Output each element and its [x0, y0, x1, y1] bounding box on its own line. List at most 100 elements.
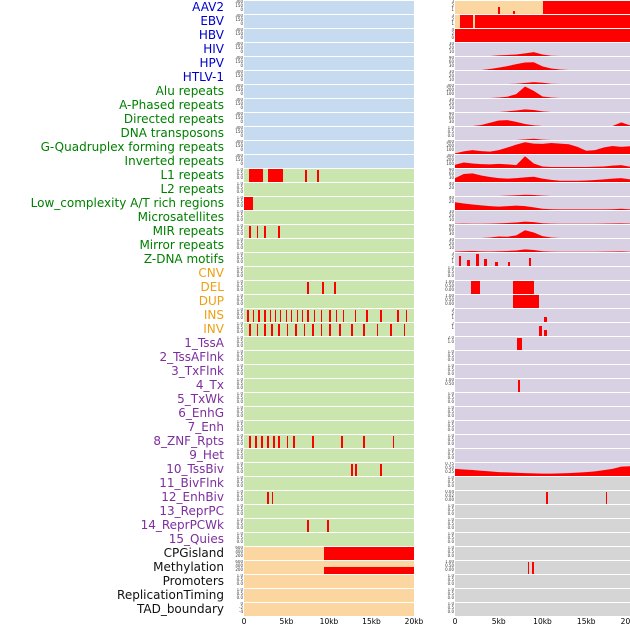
left-track-plot — [244, 70, 414, 84]
track-label: 7_Enh — [187, 420, 224, 434]
y-axis-tick-labels: 1.0 0.5 0.0 — [447, 546, 454, 559]
track-row: 5_TxWk 1.0 0.5 0.0 1.0 0.5 0.0 — [0, 392, 630, 406]
signal-bar — [475, 15, 630, 28]
right-track-plot — [455, 308, 630, 322]
right-track-plot — [455, 392, 630, 406]
signal-bar — [264, 225, 267, 238]
right-track-plot — [455, 490, 630, 504]
signal-bar — [296, 309, 299, 322]
y-axis-tick-labels: 1.0 0.5 0.0 — [236, 252, 243, 265]
signal-bar — [327, 519, 329, 532]
y-axis-tick-labels: 1.0 0.5 0.0 — [236, 322, 243, 335]
y-axis-tick-labels: 1.0 0.5 0.0 — [447, 504, 454, 517]
right-track-plot — [455, 14, 630, 28]
y-axis-tick-labels: 1.0 0.5 0.0 — [236, 350, 243, 363]
track-row: 10_TssBiv 1.0 0.5 0.0 0.75 0.50 0.25 — [0, 462, 630, 476]
signal-bar — [340, 435, 343, 448]
signal-bar — [267, 169, 284, 182]
track-label: A-Phased repeats — [119, 98, 224, 112]
signal-bar — [355, 463, 358, 476]
signal-bar — [405, 309, 408, 322]
track-label: DEL — [200, 280, 224, 294]
track-label: Promoters — [162, 574, 224, 588]
signal-bar — [392, 435, 395, 448]
left-track-plot — [244, 462, 414, 476]
track-label: Directed repeats — [123, 112, 224, 126]
signal-bar — [380, 463, 382, 476]
signal-bar — [605, 491, 608, 504]
track-label: AAV2 — [192, 0, 224, 14]
signal-bar — [269, 309, 272, 322]
signal-bar — [497, 7, 500, 14]
track-label: 1_TssA — [184, 336, 224, 350]
y-axis-tick-labels: 1.0 0.5 0.0 — [447, 406, 454, 419]
left-track-plot — [244, 336, 414, 350]
right-track-plot — [455, 532, 630, 546]
left-track-plot — [244, 392, 414, 406]
right-track-plot — [455, 98, 630, 112]
right-track-plot — [455, 140, 630, 154]
track-label: MIR repeats — [152, 224, 224, 238]
y-axis-tick-labels: 2 1 — [451, 322, 454, 331]
track-label: 5_TxWk — [177, 392, 224, 406]
signal-bar — [272, 435, 275, 448]
y-axis-tick-labels: 90 60 30 — [448, 56, 454, 69]
y-axis-tick-labels: 90 60 30 — [448, 112, 454, 125]
y-axis-tick-labels: 1.0 0.5 0.0 — [236, 490, 243, 503]
track-row: HPV 300 150 0 90 60 30 — [0, 56, 630, 70]
signal-area — [455, 86, 630, 98]
right-track-plot — [455, 602, 630, 616]
y-axis-tick-labels: 1.00 0.50 0.00 — [445, 280, 454, 293]
left-track-plot — [244, 154, 414, 168]
track-row: HBV 300 150 0 4 2 0 — [0, 28, 630, 42]
x-tick-label: 0 — [452, 617, 458, 626]
signal-bar — [527, 561, 530, 574]
y-axis-tick-labels: 1.0 0.5 0.0 — [236, 294, 243, 307]
signal-area — [455, 155, 630, 168]
left-track-plot — [244, 126, 414, 140]
track-label: Alu repeats — [155, 84, 224, 98]
signal-bar — [323, 546, 414, 560]
track-row: HTLV-1 300 150 0 30 20 10 — [0, 70, 630, 84]
right-track-plot — [455, 154, 630, 168]
signal-area — [455, 229, 630, 238]
right-track-plot — [455, 294, 630, 308]
right-track-plot — [455, 504, 630, 518]
left-track-plot — [244, 476, 414, 490]
track-row: Directed repeats 300 150 0 90 60 30 — [0, 112, 630, 126]
track-row: 14_ReprPCWk 1.0 0.5 0.0 1.0 0.5 0.0 — [0, 518, 630, 532]
track-row: Mirror repeats 1.0 0.5 0.0 30 20 10 — [0, 238, 630, 252]
track-row: DNA transposons 300 150 0 1.0 0.5 0.0 — [0, 126, 630, 140]
signal-bar — [264, 323, 267, 336]
track-row: CPGisland 600 400 200 1.0 0.5 0.0 — [0, 546, 630, 560]
left-track-plot — [244, 280, 414, 294]
signal-bar — [266, 491, 269, 504]
signal-bar — [278, 225, 280, 238]
x-axis: 0 5kb 10kb 15kb 20kb 0 5kb 10kb 15kb 20kb — [0, 616, 630, 630]
y-axis-tick-labels: 300 150 0 — [235, 126, 243, 139]
x-tick-label: 20kb — [620, 617, 630, 626]
signal-bar — [278, 323, 280, 336]
track-label: Mirror repeats — [139, 238, 224, 252]
y-axis-tick-labels: 1.0 0.5 0.0 — [236, 476, 243, 489]
track-row: INV 1.0 0.5 0.0 2 1 — [0, 322, 630, 336]
signal-bar — [397, 309, 399, 322]
right-track-plot — [455, 168, 630, 182]
signal-bar — [366, 309, 369, 322]
signal-bar — [512, 295, 539, 308]
right-track-plot — [455, 252, 630, 266]
right-track-plot — [455, 322, 630, 336]
right-track-plot — [455, 112, 630, 126]
track-label: L2 repeats — [160, 182, 225, 196]
signal-bar — [249, 435, 251, 448]
right-track-plot — [455, 420, 630, 434]
right-track-plot — [455, 588, 630, 602]
track-row: 8_ZNF_Rpts 1.0 0.5 0.0 1.0 0.5 0.0 — [0, 434, 630, 448]
signal-bar — [317, 169, 319, 182]
left-track-plot — [244, 504, 414, 518]
signal-area — [455, 221, 630, 224]
signal-bar — [342, 309, 345, 322]
track-label: 4_Tx — [195, 378, 224, 392]
y-axis-tick-labels: 1.0 0.5 0.0 — [236, 462, 243, 475]
x-tick-label: 15kb — [362, 617, 381, 626]
